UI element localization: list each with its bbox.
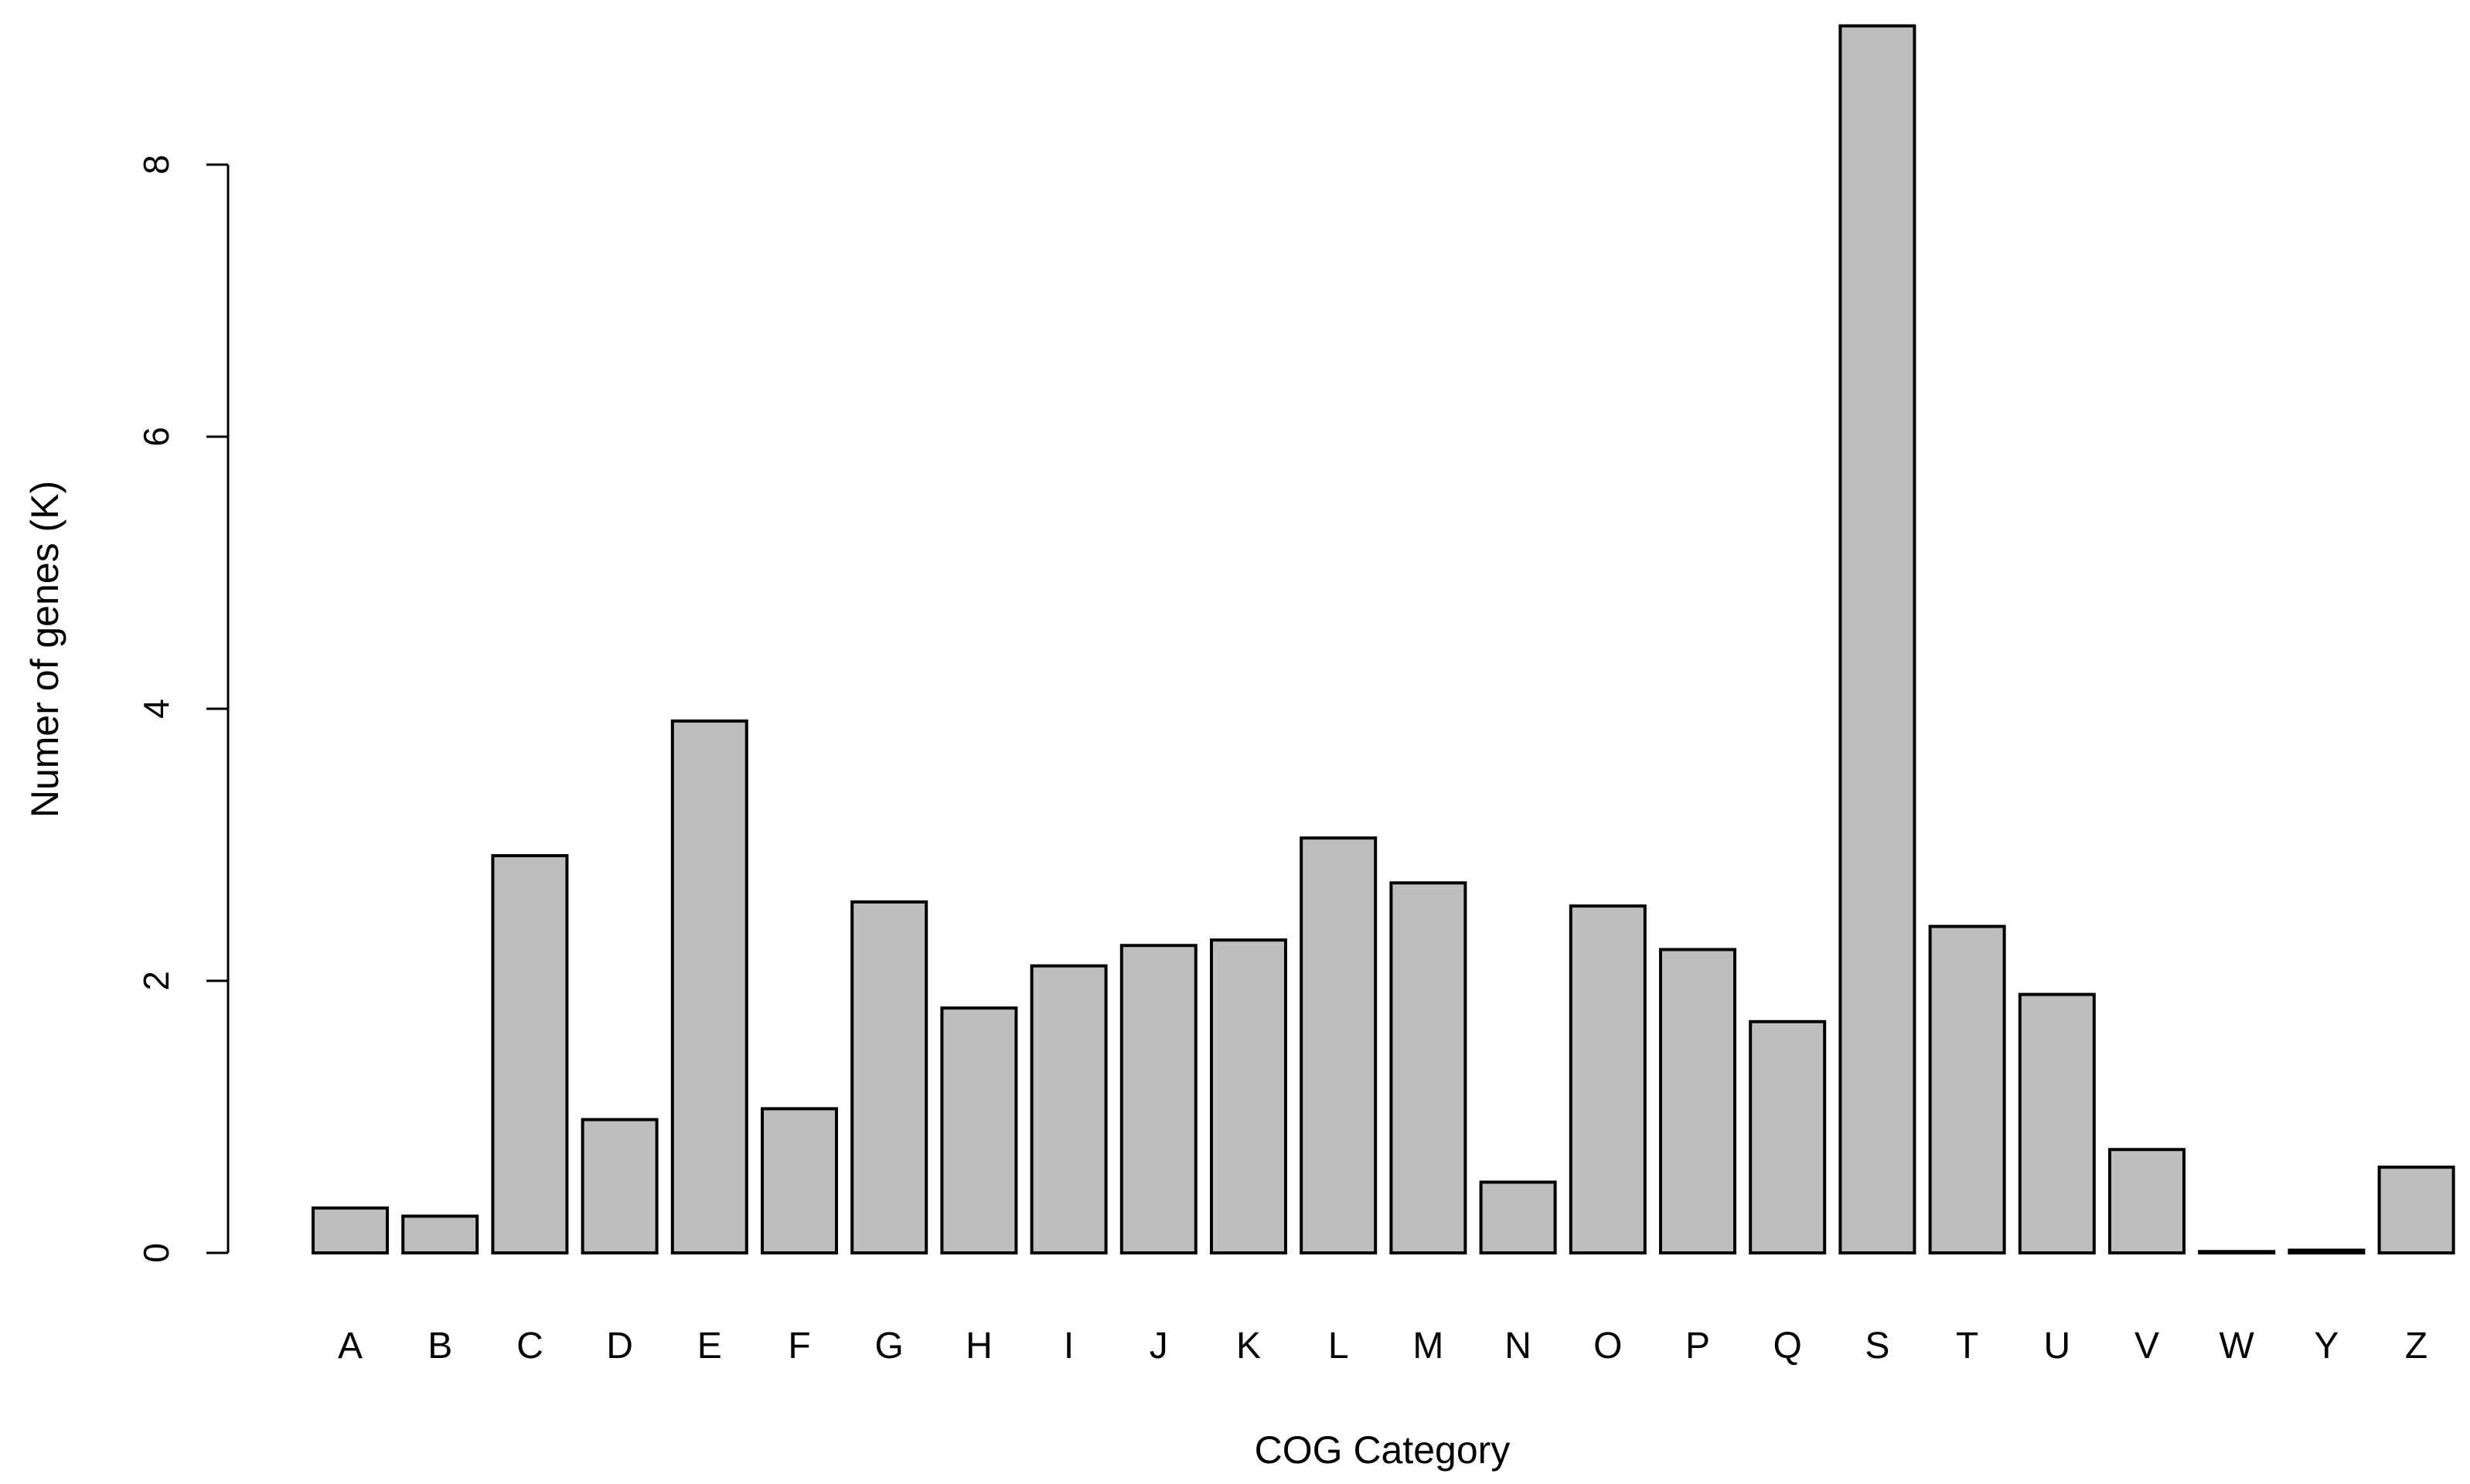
x-tick-label-L: L [1328, 1326, 1349, 1367]
x-tick-label-K: K [1236, 1326, 1261, 1367]
bar-Z [2377, 1166, 2455, 1254]
bar-K [1210, 938, 1287, 1254]
x-tick-label-A: A [338, 1326, 363, 1367]
bar-J [1119, 944, 1198, 1254]
x-axis-title: COG Category [1255, 1428, 1511, 1472]
x-tick-label-U: U [2043, 1326, 2070, 1367]
bar-L [1300, 836, 1378, 1254]
x-tick-label-Q: Q [1773, 1326, 1802, 1367]
bar-Y [2288, 1248, 2366, 1254]
bar-W [2198, 1250, 2276, 1254]
bar-P [1659, 948, 1736, 1255]
x-tick-label-E: E [697, 1326, 722, 1367]
bar-A [312, 1206, 389, 1255]
y-axis: 0 2 4 6 8 [136, 155, 230, 1263]
bar-N [1479, 1180, 1557, 1254]
x-tick-label-H: H [966, 1326, 993, 1367]
bar-E [670, 719, 748, 1254]
bar-H [940, 1006, 1018, 1254]
x-tick-label-W: W [2220, 1326, 2255, 1367]
bar-T [1928, 924, 2006, 1254]
y-tick-label: 2 [136, 971, 176, 991]
bars [312, 24, 2455, 1255]
x-tick-label-S: S [1865, 1326, 1889, 1367]
bar-V [2108, 1148, 2186, 1254]
x-tick-label-F: F [788, 1326, 810, 1367]
y-axis-title: Numer of genes (K) [23, 481, 66, 818]
y-tick-label: 0 [136, 1243, 176, 1263]
bar-I [1030, 964, 1108, 1254]
y-tick-label: 4 [136, 699, 176, 719]
bar-Q [1749, 1019, 1827, 1255]
bar-D [581, 1118, 659, 1255]
x-tick-label-B: B [428, 1326, 452, 1367]
x-tick-label-M: M [1412, 1326, 1443, 1367]
x-tick-label-P: P [1685, 1326, 1710, 1367]
y-tick-label: 8 [136, 155, 176, 175]
bar-U [2018, 992, 2096, 1254]
bar-B [401, 1214, 479, 1254]
x-tick-label-N: N [1504, 1326, 1531, 1367]
bar-G [850, 900, 928, 1255]
x-tick-label-T: T [1956, 1326, 1978, 1367]
x-tick-label-Z: Z [2405, 1326, 2427, 1367]
x-tick-label-O: O [1593, 1326, 1622, 1367]
bar-C [491, 854, 569, 1254]
x-tick-label-I: I [1064, 1326, 1074, 1367]
x-tick-label-G: G [875, 1326, 904, 1367]
y-tick-label: 6 [136, 427, 176, 447]
x-tick-label-D: D [606, 1326, 633, 1367]
bar-M [1389, 881, 1467, 1255]
x-tick-label-V: V [2134, 1326, 2159, 1367]
bar-S [1838, 24, 1916, 1255]
x-tick-label-C: C [516, 1326, 543, 1367]
bar-O [1569, 904, 1647, 1254]
x-tick-label-Y: Y [2314, 1326, 2339, 1367]
bar-F [761, 1107, 838, 1254]
x-tick-label-J: J [1150, 1326, 1168, 1367]
